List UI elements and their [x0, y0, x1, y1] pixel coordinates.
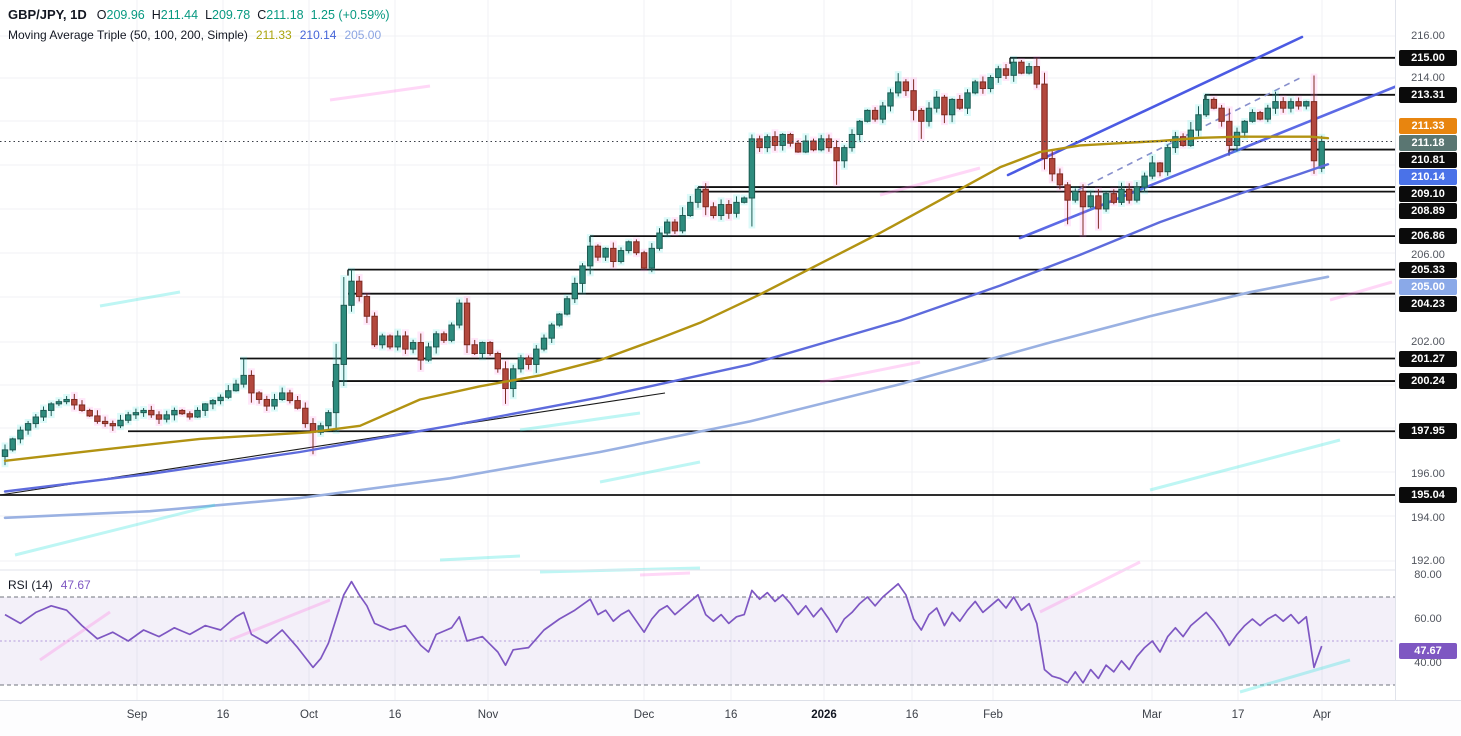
price-axis-label: 202.00	[1411, 336, 1445, 348]
price-axis-badge: 204.23	[1399, 296, 1457, 312]
time-axis-label: 17	[1231, 709, 1245, 721]
moving-averages	[3, 135, 1330, 520]
time-axis-label: Oct	[300, 709, 318, 721]
chart-canvas[interactable]	[0, 0, 1395, 736]
price-axis-badge: 47.67	[1399, 643, 1457, 659]
time-axis-label: Nov	[477, 709, 499, 721]
open-value: 209.96	[106, 8, 145, 22]
price-axis-badge: 205.00	[1399, 279, 1457, 295]
ma-title: Moving Average Triple (50, 100, 200, Sim…	[8, 28, 248, 42]
price-axis-badge: 210.81	[1399, 152, 1457, 168]
trend-drawings	[0, 35, 1395, 496]
high-label: H	[151, 8, 161, 22]
sma-200-line	[3, 275, 1330, 520]
rsi-band	[0, 596, 1395, 686]
price-axis-label: 196.00	[1411, 468, 1445, 480]
price-axis-badge: 211.33	[1399, 118, 1457, 134]
price-axis-badge: 208.89	[1399, 203, 1457, 219]
close-label: C	[257, 8, 267, 22]
glitch-artifacts	[14, 84, 1393, 694]
price-axis-label: 192.00	[1411, 555, 1445, 567]
price-axis-badge: 195.04	[1399, 487, 1457, 503]
price-axis-label: 80.00	[1414, 569, 1442, 581]
price-axis-label: 40.00	[1414, 657, 1442, 669]
sma-100-line	[3, 163, 1330, 493]
high-value: 211.44	[160, 8, 199, 22]
price-axis-badge: 197.95	[1399, 423, 1457, 439]
rsi-indicator-legend[interactable]: RSI (14) 47.67	[8, 576, 91, 594]
rsi-plot	[4, 580, 1323, 684]
ma-indicator-legend[interactable]: Moving Average Triple (50, 100, 200, Sim…	[8, 26, 389, 44]
price-axis[interactable]: 216.00 214.00 206.00 202.00 196.00 194.00 192.…	[1395, 0, 1461, 700]
low-label: L	[205, 8, 213, 22]
sma-50-line	[3, 135, 1330, 462]
time-axis-label: 2026	[811, 709, 837, 721]
price-axis-badge: 215.00	[1399, 50, 1457, 66]
price-axis-label: 194.00	[1411, 512, 1445, 524]
ma200-value: 205.00	[344, 28, 382, 42]
time-axis-label: Sep	[126, 709, 148, 721]
change-value: 1.25 (+0.59%)	[310, 8, 390, 22]
time-axis-label: Mar	[1142, 709, 1162, 721]
price-axis-badge: 206.86	[1399, 228, 1457, 244]
ma100-value: 210.14	[299, 28, 337, 42]
time-axis-label: Dec	[633, 709, 655, 721]
symbol-title: GBP/JPY, 1D	[8, 7, 87, 22]
candlesticks	[1, 57, 1325, 466]
price-axis-badge: 209.10	[1399, 186, 1457, 202]
time-axis-label: Apr	[1313, 709, 1331, 721]
price-axis-label: 60.00	[1414, 613, 1442, 625]
ma50-value: 211.33	[255, 28, 292, 42]
price-axis-badge: 211.18	[1399, 135, 1457, 151]
rsi-title: RSI (14)	[8, 578, 53, 592]
symbol-legend[interactable]: GBP/JPY, 1D O209.96 H211.44 L209.78 C211.18 1…	[8, 6, 389, 24]
price-axis-label: 206.00	[1411, 249, 1445, 261]
close-value: 211.18	[266, 8, 304, 22]
support-resistance-lines	[0, 56, 1395, 496]
open-label: O	[96, 8, 107, 22]
low-value: 209.78	[212, 8, 251, 22]
price-axis-label: 214.00	[1411, 72, 1445, 84]
time-axis[interactable]: Sep 16 Oct 16 Nov Dec 16 2026 16 Feb Mar 17 Apr	[0, 700, 1461, 736]
time-axis-label: 16	[724, 709, 738, 721]
time-axis-label: 16	[216, 709, 230, 721]
price-axis-badge: 200.24	[1399, 373, 1457, 389]
rsi-value: 47.67	[60, 578, 91, 592]
price-axis-badge: 210.14	[1399, 169, 1457, 185]
time-axis-label: 16	[905, 709, 919, 721]
price-axis-badge: 201.27	[1399, 351, 1457, 367]
time-axis-label: 16	[388, 709, 402, 721]
price-axis-badge: 205.33	[1399, 262, 1457, 278]
candle-halos	[1, 55, 1326, 468]
price-axis-badge: 213.31	[1399, 87, 1457, 103]
time-axis-label: Feb	[983, 709, 1003, 721]
price-axis-label: 216.00	[1411, 30, 1445, 42]
